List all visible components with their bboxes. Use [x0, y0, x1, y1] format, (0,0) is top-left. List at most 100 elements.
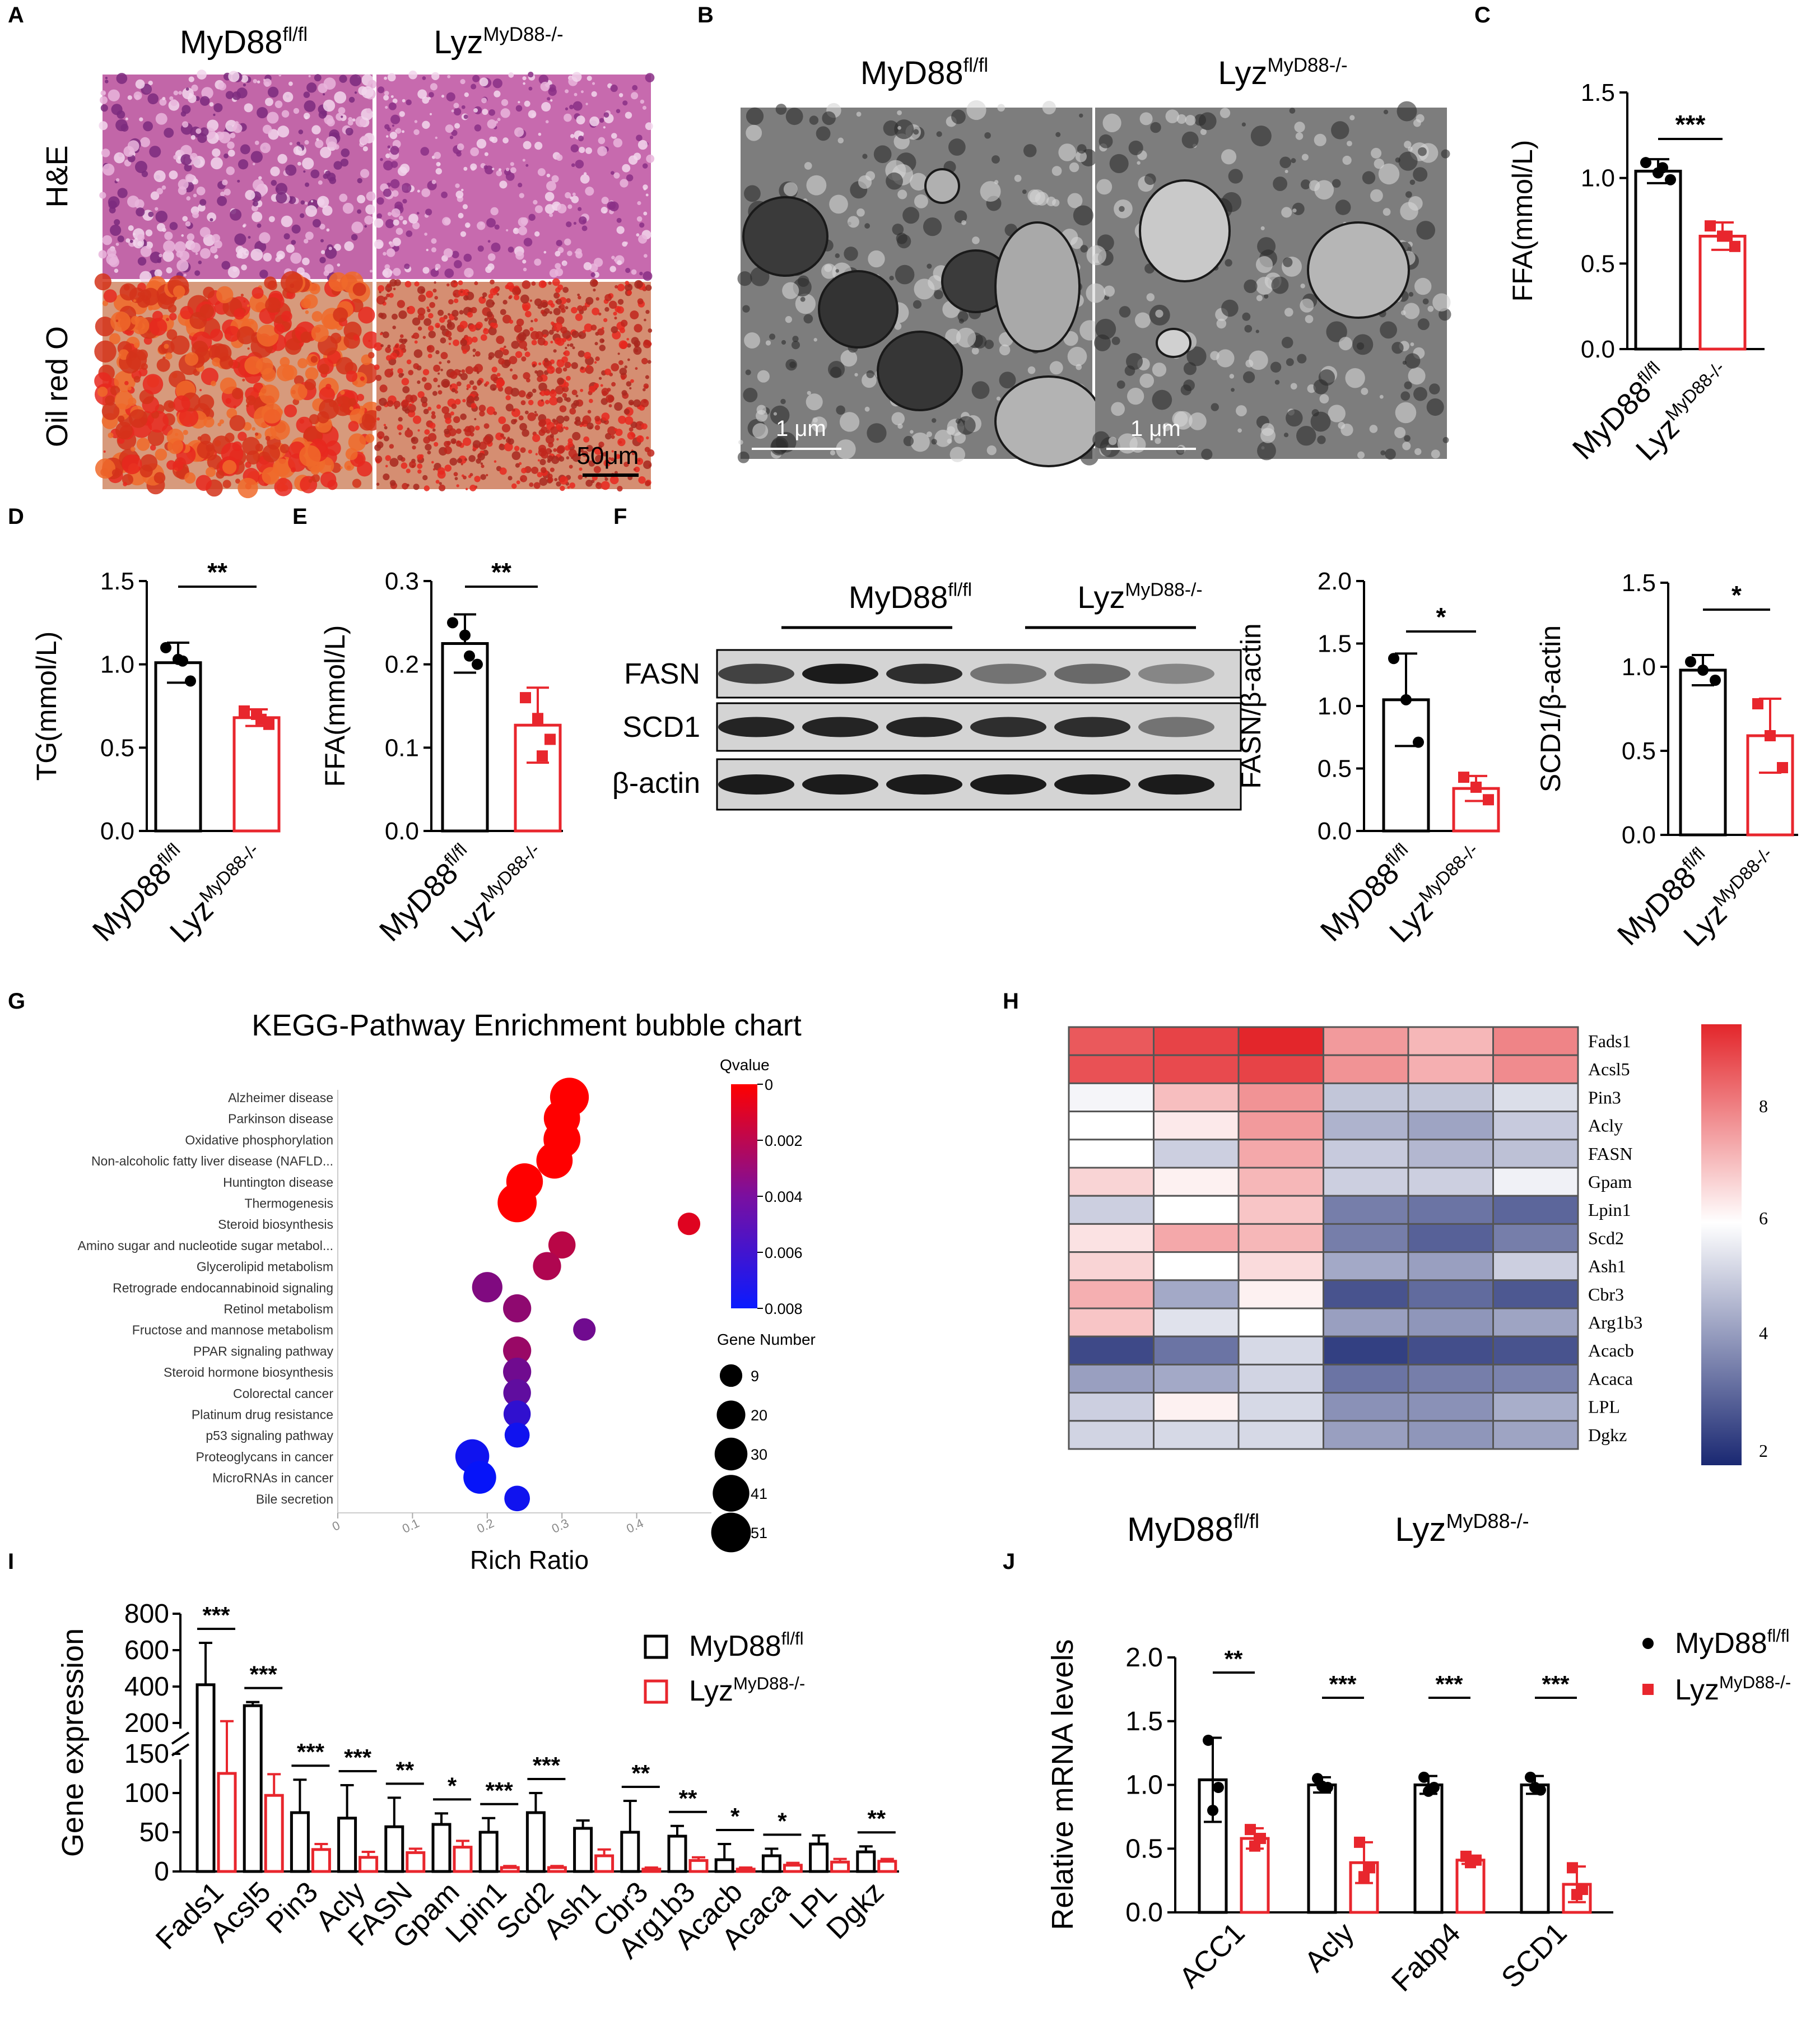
- tissue-spot: [460, 373, 468, 380]
- tissue-spot: [603, 459, 611, 467]
- tem-texture: [1349, 115, 1355, 120]
- data-point: [177, 655, 188, 667]
- tem-texture: [781, 340, 786, 345]
- tissue-spot: [435, 350, 440, 355]
- heat-cell: [1492, 1054, 1579, 1084]
- tissue-spot: [483, 165, 488, 170]
- tissue-spot: [559, 476, 569, 485]
- tissue-spot: [532, 434, 541, 442]
- tissue-spot: [207, 212, 217, 222]
- tissue-spot: [626, 343, 631, 348]
- tissue-spot: [199, 227, 211, 238]
- pathway-label: MicroRNAs in cancer: [212, 1471, 333, 1485]
- tissue-spot: [444, 465, 452, 472]
- tissue-spot: [451, 129, 458, 136]
- tissue-spot: [191, 84, 198, 92]
- heat-cell: [1068, 1251, 1155, 1281]
- tissue-spot: [401, 400, 408, 408]
- tissue-spot: [99, 121, 108, 131]
- tissue-spot: [268, 216, 275, 222]
- tissue-spot: [477, 221, 486, 230]
- tem-texture: [910, 432, 930, 452]
- tissue-spot: [565, 346, 567, 350]
- tem-texture: [1180, 384, 1192, 396]
- tissue-spot: [518, 101, 520, 104]
- tem-texture: [1200, 128, 1207, 135]
- tissue-spot: [155, 207, 159, 211]
- color-tick-label: 0.002: [765, 1132, 803, 1149]
- tissue-spot: [424, 382, 432, 391]
- bar-wt: [1413, 1784, 1444, 1914]
- tissue-spot: [95, 317, 115, 337]
- tissue-spot: [595, 297, 599, 301]
- tissue-spot: [466, 384, 471, 389]
- tissue-spot: [98, 250, 107, 259]
- tem-texture: [804, 162, 812, 170]
- tissue-spot: [408, 370, 414, 375]
- tissue-spot: [238, 477, 258, 499]
- tissue-spot: [428, 92, 434, 98]
- tissue-spot: [193, 193, 197, 198]
- tissue-spot: [540, 467, 547, 473]
- tem-texture: [1221, 192, 1242, 212]
- blot-band: [886, 774, 962, 795]
- tissue-spot: [529, 482, 534, 487]
- tissue-spot: [224, 153, 229, 159]
- tem-texture: [894, 323, 902, 330]
- panel-letter-J: J: [1003, 1549, 1015, 1574]
- tem-texture: [737, 271, 752, 286]
- tissue-spot: [322, 205, 333, 216]
- tissue-spot: [383, 188, 392, 197]
- tissue-spot: [387, 127, 392, 132]
- tem-texture: [889, 276, 894, 281]
- tem-texture: [847, 216, 859, 228]
- tissue-spot: [305, 231, 314, 240]
- tissue-spot: [492, 323, 498, 329]
- tissue-spot: [538, 132, 542, 136]
- tissue-spot: [417, 189, 420, 193]
- tem-texture: [999, 344, 1011, 356]
- tissue-spot: [527, 412, 536, 421]
- tissue-spot: [459, 321, 468, 329]
- tissue-spot: [304, 140, 309, 145]
- tissue-spot: [446, 322, 453, 328]
- size-legend-bubble: [716, 1400, 746, 1429]
- tem-texture: [1311, 409, 1319, 417]
- tem-texture: [816, 126, 831, 141]
- pathway-label: Non-alcoholic fatty liver disease (NAFLD…: [91, 1154, 333, 1168]
- heat-cell: [1153, 1054, 1240, 1084]
- tissue-spot: [601, 481, 610, 490]
- data-point: [1388, 653, 1399, 665]
- tissue-spot: [212, 234, 220, 243]
- tissue-spot: [394, 344, 399, 349]
- tissue-spot: [564, 113, 572, 122]
- tem-organelle: [818, 270, 899, 349]
- tissue-spot: [242, 224, 246, 228]
- tissue-spot: [512, 374, 518, 380]
- tissue-spot: [130, 447, 136, 452]
- tissue-spot: [458, 212, 464, 219]
- tem-texture: [1402, 442, 1411, 450]
- tissue-spot: [431, 411, 436, 415]
- significance-mark: ***: [344, 1744, 372, 1771]
- tissue-spot: [463, 114, 468, 119]
- tem-texture: [954, 431, 966, 444]
- tissue-spot: [402, 220, 407, 225]
- heat-row-label: Fads1: [1588, 1031, 1631, 1051]
- tissue-spot: [348, 398, 357, 406]
- tissue-spot: [428, 433, 437, 442]
- tissue-spot: [585, 365, 594, 374]
- tissue-spot: [441, 95, 445, 98]
- data-point: [1400, 694, 1412, 705]
- tissue-spot: [489, 136, 495, 142]
- tissue-spot: [427, 345, 432, 351]
- tem-texture: [807, 391, 811, 395]
- tissue-spot: [590, 324, 597, 331]
- tem-organelle: [994, 375, 1103, 467]
- tem-texture: [1357, 451, 1365, 459]
- tissue-spot: [524, 100, 530, 107]
- tissue-spot: [323, 77, 336, 90]
- heat-cell: [1237, 1251, 1324, 1281]
- tem-texture: [1119, 206, 1125, 212]
